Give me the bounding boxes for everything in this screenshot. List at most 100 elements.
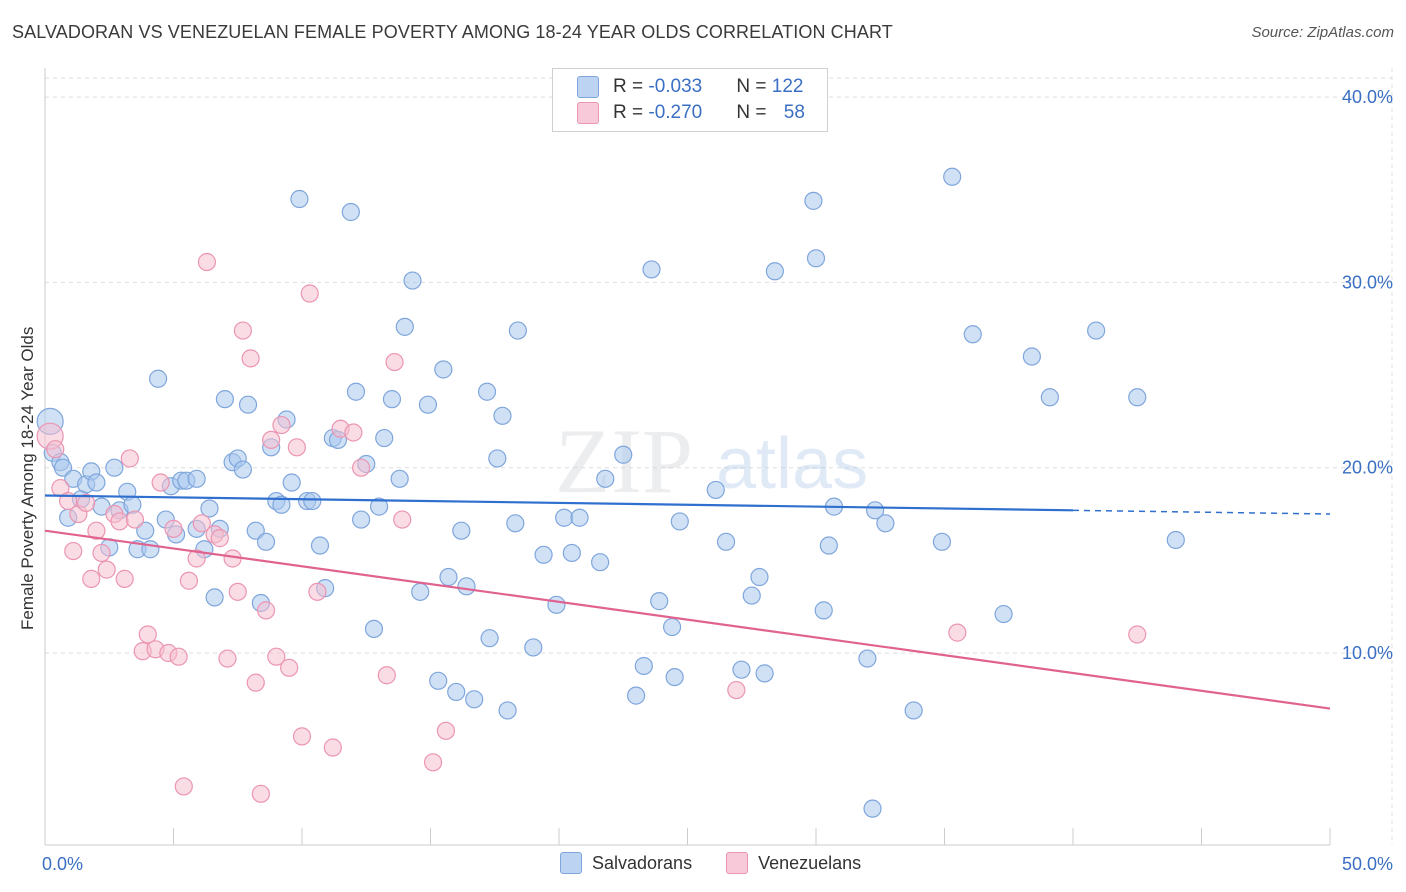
- legend-label-salvadorans: Salvadorans: [592, 852, 693, 873]
- salvadoran-point: [665, 667, 684, 687]
- salvadoran-point: [806, 249, 826, 268]
- y-tick-label: 40.0%: [1342, 87, 1393, 107]
- venezuelan-point: [210, 529, 229, 548]
- salvadoran-point: [488, 449, 507, 468]
- salvadoran-point: [562, 543, 581, 563]
- salvadoran-point: [555, 508, 574, 527]
- venezuelan-point: [120, 449, 139, 468]
- salvadoran-point: [434, 360, 453, 379]
- salvadoran-point: [732, 660, 751, 679]
- salvadoran-point: [480, 629, 499, 648]
- salvadoran-point: [876, 514, 895, 533]
- salvadoran-point: [477, 382, 497, 401]
- venezuelan-point: [436, 721, 456, 740]
- salvadoran-point: [447, 682, 466, 702]
- venezuelan-point: [308, 582, 327, 601]
- salvadoran-point: [904, 701, 923, 720]
- venezuelan-point: [344, 423, 363, 442]
- venezuelan-point: [138, 625, 157, 644]
- venezuelan-point: [218, 649, 237, 668]
- legend-r-label: R =: [613, 102, 649, 123]
- salvadorans-trend-extension: [1072, 509, 1331, 515]
- legend-label-venezuelans: Venezuelans: [758, 852, 862, 873]
- venezuelan-point: [323, 738, 342, 757]
- venezuelan-point: [115, 569, 134, 588]
- salvadoran-point: [364, 619, 384, 639]
- venezuelan-point: [272, 415, 291, 435]
- legend-swatch-pink: [726, 852, 749, 874]
- salvadoran-point: [136, 521, 155, 540]
- salvadoran-point: [634, 656, 653, 676]
- salvadoran-point: [310, 536, 330, 555]
- salvadoran-point: [506, 514, 525, 533]
- venezuelan-point: [423, 753, 443, 772]
- salvadoran-point: [742, 586, 761, 605]
- salvadoran-point: [290, 189, 309, 209]
- venezuelan-point: [256, 601, 276, 620]
- salvadoran-point: [215, 390, 234, 409]
- salvadoran-point: [403, 271, 422, 290]
- venezuelan-point: [287, 438, 306, 457]
- legend-n-label: N =: [736, 102, 772, 123]
- venezuelan-point: [246, 673, 265, 692]
- y-tick-label: 10.0%: [1342, 643, 1393, 663]
- venezuelan-point: [948, 623, 967, 642]
- trend-lines: [44, 494, 1331, 710]
- venezuelan-point: [164, 519, 183, 538]
- salvadoran-point: [765, 262, 784, 281]
- salvadoran-point: [863, 799, 882, 818]
- legend-row-salvadorans: R = -0.033 N = 122: [577, 75, 803, 99]
- watermark-atlas: atlas: [716, 424, 868, 504]
- salvadoran-point: [246, 521, 265, 540]
- salvadoran-point: [750, 567, 769, 587]
- salvadoran-point: [457, 577, 476, 596]
- salvadoran-point: [352, 510, 371, 529]
- salvadoran-point: [755, 664, 774, 683]
- venezuelan-point: [151, 473, 170, 492]
- x-tick-label: 0.0%: [42, 854, 83, 874]
- salvadoran-point: [200, 499, 219, 518]
- salvadoran-point: [614, 445, 633, 464]
- salvadoran-point: [626, 686, 646, 705]
- salvadoran-point: [187, 469, 206, 488]
- salvadoran-point: [238, 395, 258, 414]
- salvadoran-point: [534, 545, 553, 564]
- salvadoran-point: [395, 317, 414, 336]
- salvadoran-point: [282, 473, 301, 492]
- venezuelan-point: [92, 543, 111, 563]
- salvadoran-point: [105, 458, 124, 477]
- salvadoran-point: [429, 671, 448, 690]
- venezuelan-point: [377, 666, 396, 685]
- venezuelan-point: [251, 784, 270, 803]
- salvadoran-point: [963, 325, 982, 344]
- venezuelan-point: [169, 647, 188, 666]
- salvadoran-point: [570, 508, 589, 527]
- venezuelan-point: [233, 321, 252, 340]
- salvadoran-point: [87, 473, 106, 492]
- venezuelan-point: [192, 514, 211, 533]
- salvadoran-point: [411, 582, 430, 601]
- venezuelans-points: [36, 252, 1147, 803]
- salvadoran-point: [1022, 347, 1041, 366]
- venezuelan-point: [46, 440, 65, 459]
- stats-legend: R = -0.033 N = 122 R = -0.270 N = 58: [552, 68, 828, 132]
- salvadoran-point: [858, 649, 877, 668]
- venezuelan-point: [110, 512, 129, 531]
- legend-swatch-pink: [577, 102, 599, 124]
- salvadoran-point: [375, 428, 394, 448]
- legend-row-venezuelans: R = -0.270 N = 58: [577, 101, 805, 125]
- salvadoran-point: [814, 601, 833, 620]
- venezuelan-point: [197, 252, 217, 272]
- x-tick-label: 50.0%: [1342, 854, 1393, 874]
- salvadoran-point: [706, 480, 725, 500]
- salvadoran-point: [670, 512, 689, 531]
- salvadoran-point: [866, 501, 885, 520]
- salvadoran-point: [642, 260, 661, 279]
- y-axis-label: Female Poverty Among 18-24 Year Olds: [18, 326, 37, 630]
- series-legend: Salvadorans Venezuelans: [560, 852, 895, 874]
- salvadoran-point: [233, 460, 252, 479]
- salvadoran-point: [591, 553, 610, 572]
- venezuelan-point: [87, 521, 106, 540]
- salvadoran-point: [341, 202, 360, 222]
